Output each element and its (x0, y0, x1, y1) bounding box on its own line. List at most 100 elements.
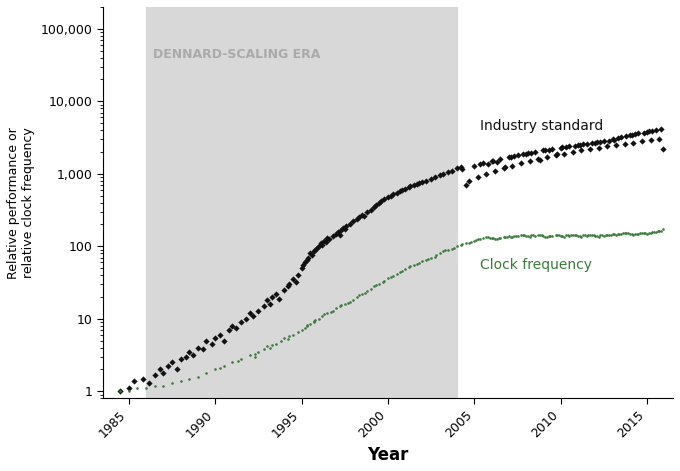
Point (420, 256, 431, 264)
Point (594, 233, 605, 241)
Point (605, 231, 616, 239)
Point (218, 337, 229, 344)
Point (541, 233, 552, 241)
Point (149, 382, 160, 390)
Point (409, 261, 420, 269)
Point (626, 131, 637, 138)
Point (573, 141, 583, 149)
Point (594, 144, 605, 151)
Point (503, 154, 514, 161)
Point (360, 289, 371, 296)
Point (474, 235, 485, 242)
Point (505, 153, 516, 161)
Point (299, 259, 310, 266)
Point (526, 149, 537, 156)
Point (621, 229, 632, 236)
Point (455, 163, 466, 171)
Point (484, 234, 495, 242)
Point (515, 231, 526, 239)
Point (362, 208, 373, 215)
Point (649, 228, 660, 236)
Point (209, 334, 220, 341)
Point (464, 239, 475, 246)
Point (301, 256, 312, 264)
Point (469, 237, 480, 244)
Point (175, 355, 186, 363)
Point (388, 191, 398, 198)
Point (348, 297, 359, 304)
Point (583, 232, 594, 239)
Point (439, 246, 450, 254)
Point (431, 252, 442, 259)
Point (396, 186, 407, 194)
Point (628, 231, 639, 238)
Point (115, 388, 126, 395)
Point (569, 142, 580, 149)
Point (201, 337, 212, 344)
Point (270, 290, 281, 298)
Point (633, 130, 644, 137)
Point (624, 131, 635, 139)
Point (318, 311, 329, 318)
Point (253, 348, 264, 356)
Point (311, 244, 322, 252)
Point (481, 234, 492, 241)
Point (552, 231, 563, 238)
Point (598, 232, 609, 239)
Point (422, 255, 433, 263)
Point (607, 230, 618, 237)
Point (149, 371, 160, 378)
Point (218, 363, 229, 370)
Point (529, 148, 540, 156)
Point (365, 285, 376, 292)
Point (201, 369, 212, 377)
Point (541, 154, 552, 161)
Point (403, 184, 414, 191)
Point (371, 282, 381, 289)
Point (521, 150, 532, 157)
Point (262, 297, 273, 304)
Point (545, 232, 556, 240)
Point (554, 231, 564, 239)
Point (435, 250, 445, 257)
Point (579, 232, 590, 239)
Point (435, 171, 445, 179)
Point (356, 290, 367, 298)
Point (469, 162, 480, 169)
Point (550, 152, 561, 159)
Point (244, 309, 255, 317)
Point (522, 232, 533, 240)
Point (559, 150, 570, 157)
Point (643, 229, 654, 236)
Point (537, 231, 547, 239)
Point (515, 159, 526, 167)
Point (538, 146, 549, 154)
Point (642, 128, 653, 136)
Point (543, 232, 554, 240)
Point (426, 175, 437, 183)
Point (626, 230, 637, 238)
Point (609, 136, 619, 144)
Point (412, 180, 423, 188)
Point (288, 331, 299, 339)
Point (386, 273, 397, 281)
Point (552, 150, 563, 157)
Text: DENNARD-SCALING ERA: DENNARD-SCALING ERA (153, 48, 320, 61)
Point (426, 254, 437, 261)
Point (345, 221, 356, 228)
Point (492, 158, 503, 166)
Point (123, 384, 134, 392)
Point (400, 266, 411, 273)
Point (560, 143, 571, 151)
Point (405, 182, 416, 190)
Point (592, 232, 602, 240)
Point (184, 348, 194, 356)
Point (282, 283, 293, 290)
X-axis label: Year: Year (367, 446, 409, 464)
Point (184, 375, 194, 382)
Point (438, 170, 449, 178)
Point (336, 301, 347, 309)
Point (330, 230, 341, 237)
Point (581, 140, 592, 147)
Point (317, 241, 328, 249)
